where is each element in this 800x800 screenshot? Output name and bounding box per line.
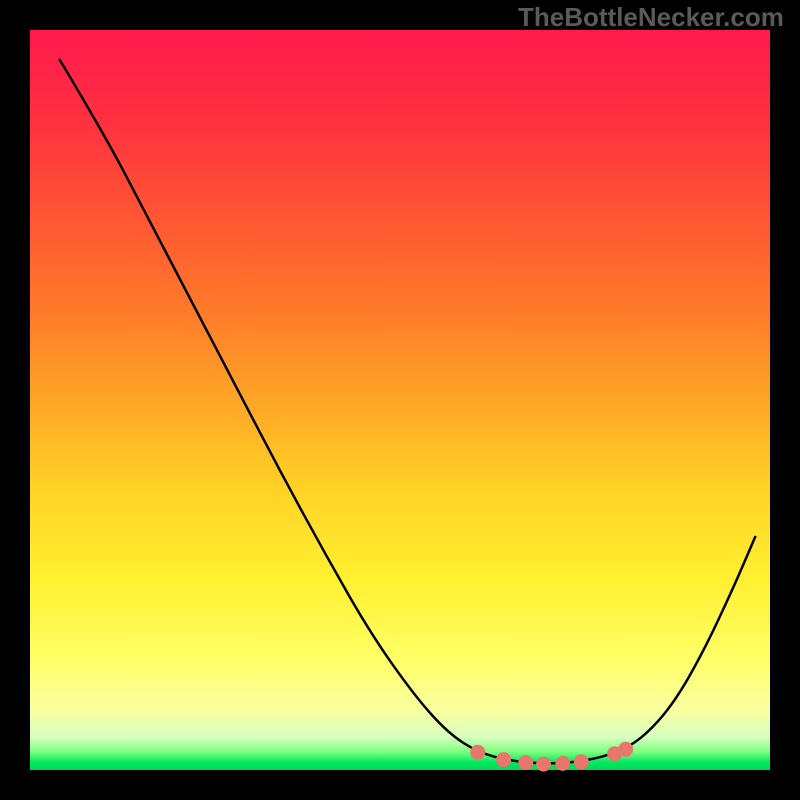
optimal-marker bbox=[619, 742, 633, 756]
optimal-marker bbox=[574, 755, 588, 769]
plot-gradient-area bbox=[30, 30, 770, 770]
optimal-marker bbox=[519, 756, 533, 770]
optimal-marker bbox=[556, 756, 570, 770]
optimal-marker bbox=[471, 745, 485, 759]
optimal-marker bbox=[497, 753, 511, 767]
optimal-marker bbox=[537, 757, 551, 771]
watermark-text: TheBottleNecker.com bbox=[518, 2, 784, 33]
bottleneck-chart bbox=[0, 0, 800, 800]
